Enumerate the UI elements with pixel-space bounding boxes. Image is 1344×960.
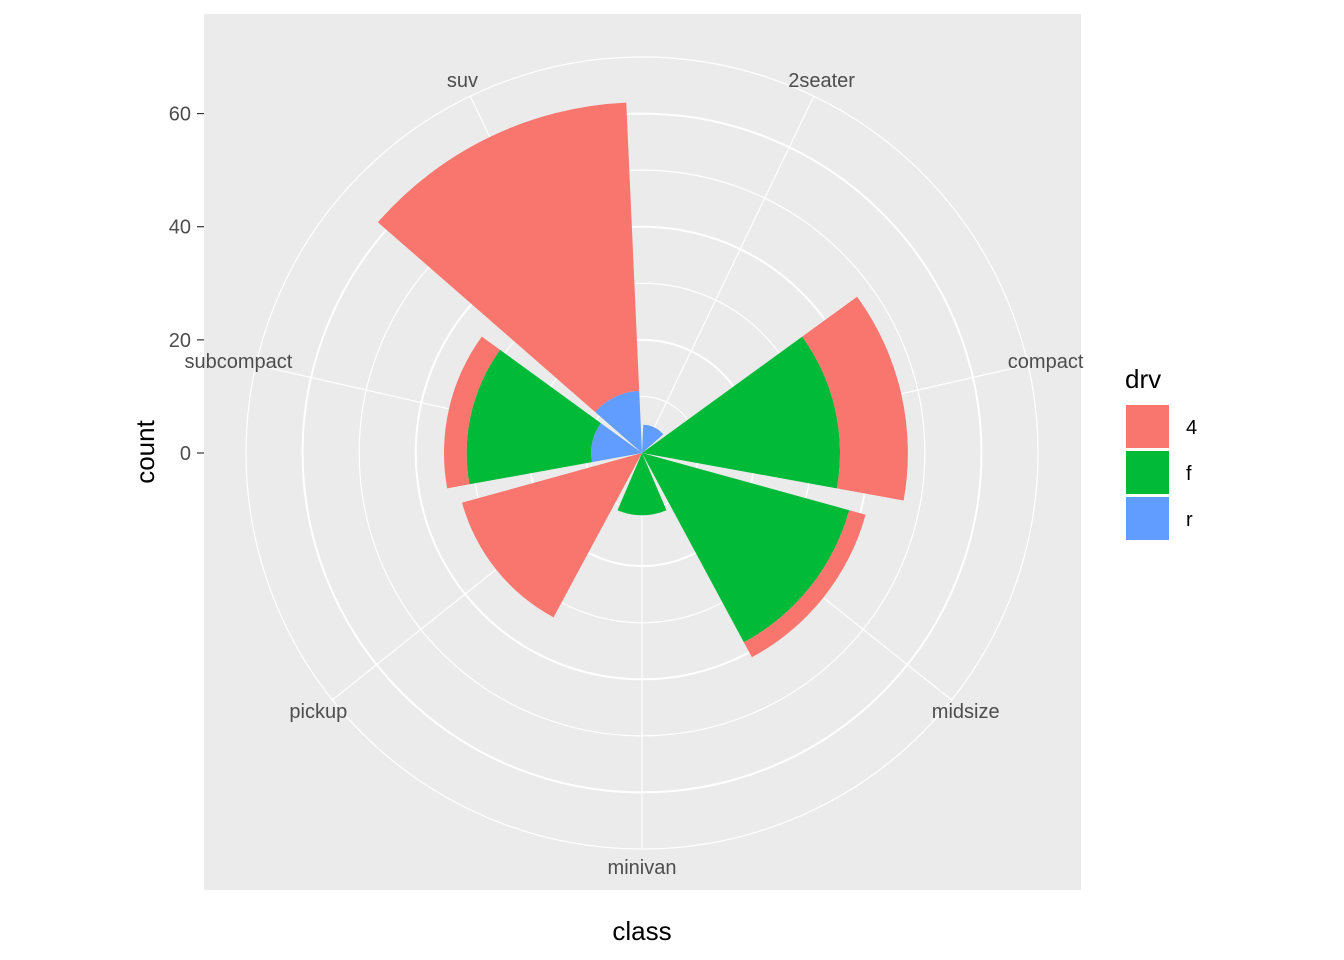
legend-key (1126, 405, 1169, 448)
bar-suv-drv-r (595, 390, 642, 453)
y-tick-label: 20 (169, 330, 191, 352)
legend-label: 4 (1186, 417, 1197, 439)
bar-pickup-drv-4 (462, 453, 642, 618)
category-label: subcompact (184, 351, 292, 373)
bar-segments (377, 102, 908, 658)
bar-suv-drv-4 (377, 102, 640, 413)
bar-subcompact-drv-r (591, 423, 642, 463)
y-tick-label: 40 (169, 217, 191, 239)
legend-label: r (1186, 509, 1193, 531)
y-tick-label: 0 (180, 443, 191, 465)
category-labels: 2seater compact midsize minivan pickup subcom… (184, 70, 1083, 879)
legend-key (1126, 497, 1169, 540)
bar-compact-drv-4 (802, 296, 908, 501)
category-label: pickup (289, 701, 347, 723)
legend-label: f (1186, 463, 1192, 485)
bar-subcompact-drv-f (466, 349, 601, 485)
category-label: suv (447, 70, 478, 92)
bar-midsize-drv-4 (743, 510, 866, 658)
category-label: minivan (608, 857, 677, 879)
category-label: midsize (932, 701, 1000, 723)
category-label: compact (1008, 351, 1084, 373)
bar-minivan-drv-f (617, 453, 667, 516)
bar-midsize-drv-f (642, 453, 850, 643)
y-axis-title: count (130, 419, 160, 483)
bar-2seater-drv-r (642, 424, 664, 453)
legend-title: drv (1125, 364, 1161, 394)
legend-key (1126, 451, 1169, 494)
bar-compact-drv-f (642, 336, 841, 489)
bar-subcompact-drv-4 (443, 336, 501, 489)
category-label: 2seater (788, 70, 855, 92)
legend: drv 4 f r (1125, 364, 1197, 540)
y-axis: 0 20 40 60 (169, 104, 204, 465)
grid-spoke (641, 95, 815, 454)
y-tick-label: 60 (169, 104, 191, 126)
x-axis-title: class (612, 916, 671, 946)
